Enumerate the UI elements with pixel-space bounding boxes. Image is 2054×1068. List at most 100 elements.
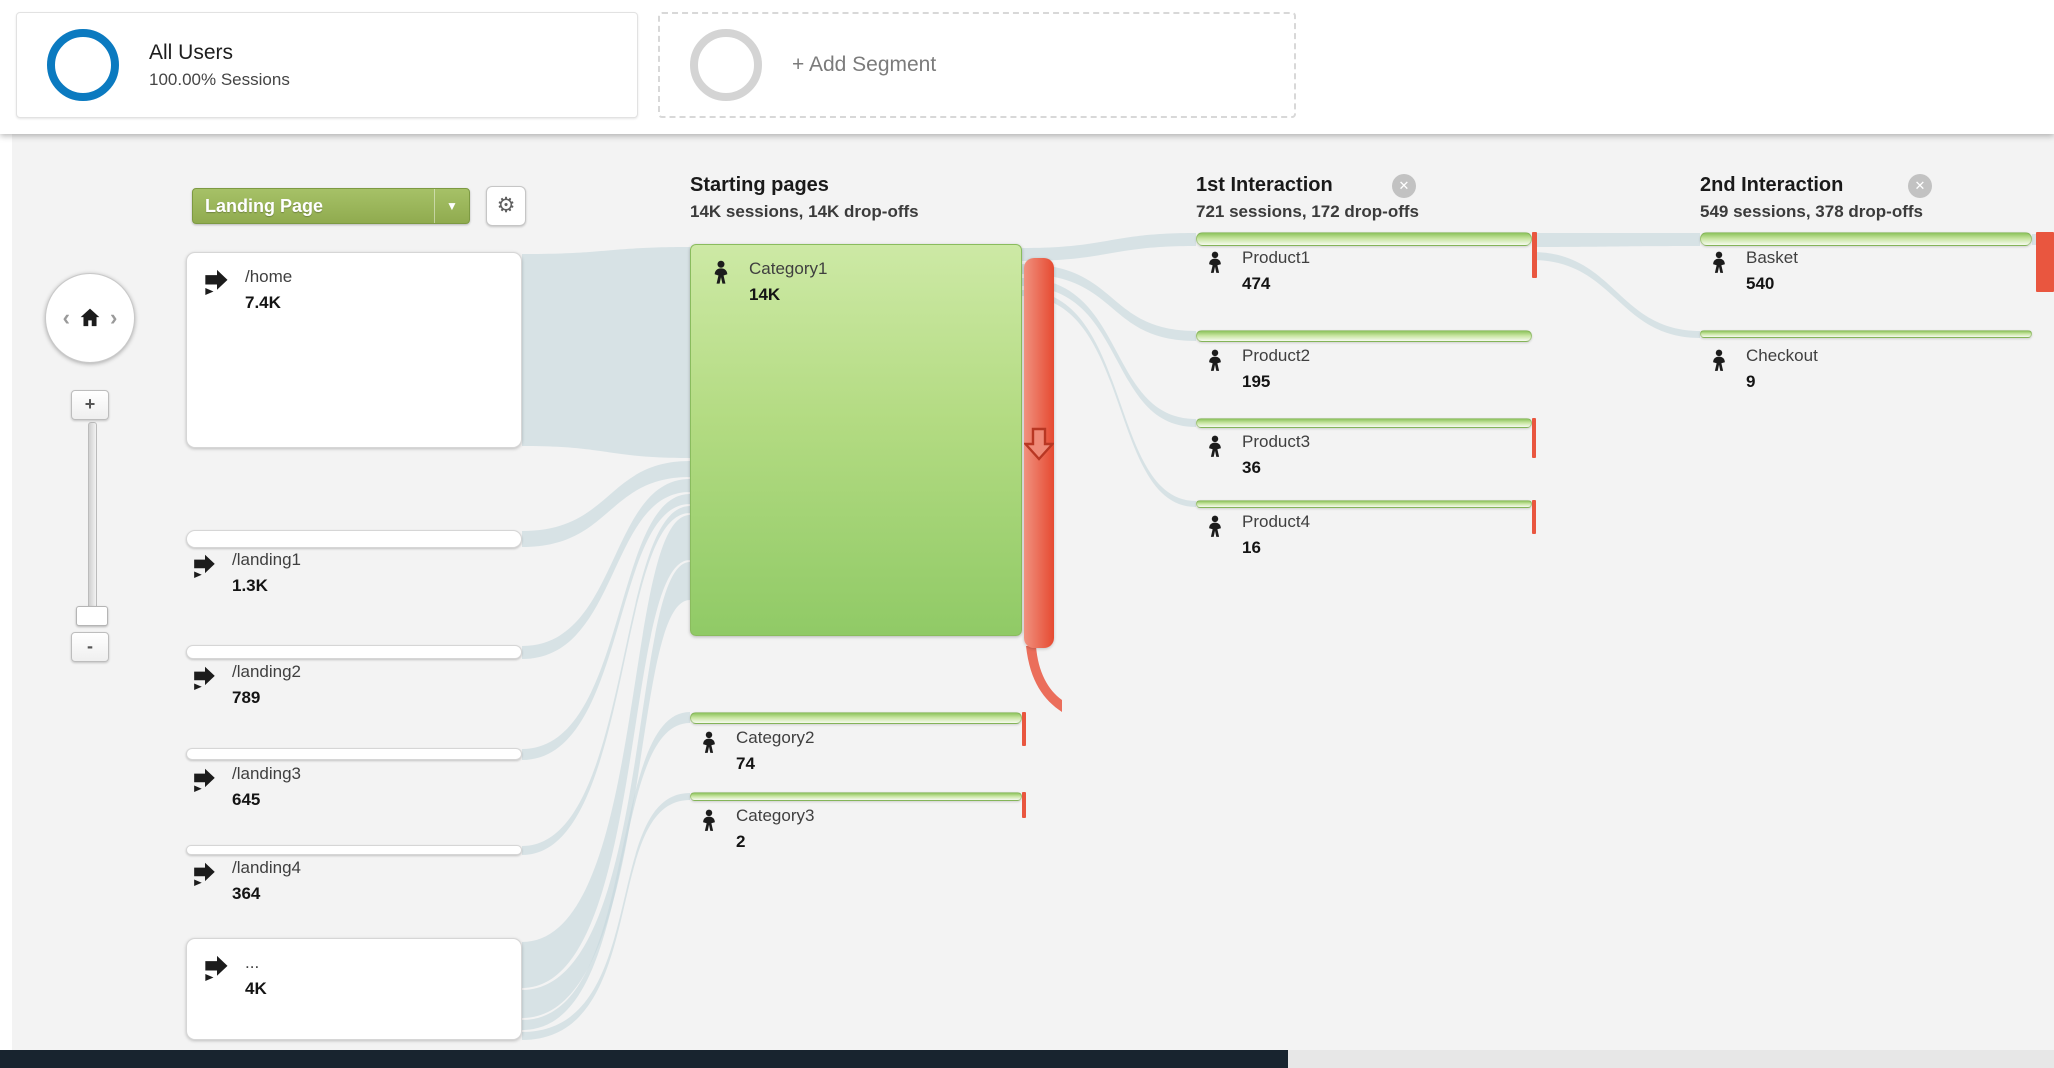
flow-home-control[interactable]: ‹ ›	[45, 273, 135, 363]
node-product1[interactable]: Product1 474	[1202, 248, 1310, 294]
node-home[interactable]: /home 7.4K	[186, 252, 522, 448]
node-value: 2	[736, 832, 746, 851]
column-title-starting-pages: Starting pages	[690, 174, 829, 196]
node-label: Product4	[1242, 512, 1311, 531]
zoom-slider-thumb[interactable]	[76, 606, 108, 626]
node-value: 474	[1242, 274, 1271, 293]
node-bar-product1[interactable]	[1196, 232, 1532, 246]
dropoff-tick	[1532, 232, 1537, 278]
node-label: /home	[245, 267, 293, 286]
node-bar-basket[interactable]	[1700, 232, 2032, 246]
node-other-landing[interactable]: ... 4K	[186, 938, 522, 1040]
node-label: /landing1	[232, 550, 302, 569]
chevron-down-icon: ▼	[434, 189, 469, 223]
add-segment-label: + Add Segment	[792, 53, 937, 76]
node-value: 36	[1242, 458, 1261, 477]
entrance-arrow-icon	[194, 554, 215, 578]
node-landing3[interactable]: /landing3 645	[192, 764, 301, 810]
node-bar-landing2[interactable]	[186, 645, 522, 659]
node-category2[interactable]: Category2 74	[696, 728, 814, 774]
node-bar-category2[interactable]	[690, 712, 1022, 724]
dropoff-tick	[1022, 712, 1026, 746]
node-label: Basket	[1746, 248, 1798, 267]
node-landing4[interactable]: /landing4 364	[192, 858, 301, 904]
home-icon[interactable]	[76, 304, 104, 332]
node-product3[interactable]: Product3 36	[1202, 432, 1310, 478]
node-bar-category3[interactable]	[690, 792, 1022, 801]
column-subtitle-first-interaction: 721 sessions, 172 drop-offs	[1196, 202, 1419, 221]
node-value: 16	[1242, 538, 1261, 557]
node-label: Product1	[1242, 248, 1311, 267]
node-label: Product3	[1242, 432, 1311, 451]
dropoff-tick	[1022, 792, 1026, 818]
entrance-arrow-icon	[194, 768, 215, 792]
users-icon	[703, 809, 715, 831]
node-label: /landing4	[232, 858, 302, 877]
users-icon	[703, 731, 715, 753]
node-bar-checkout[interactable]	[1700, 330, 2032, 338]
node-bar-landing3[interactable]	[186, 748, 522, 760]
add-segment-circle-icon	[690, 29, 762, 101]
entrance-arrow-icon	[205, 269, 228, 295]
node-product2[interactable]: Product2 195	[1202, 346, 1310, 392]
node-label: Checkout	[1746, 346, 1818, 365]
flow-settings-button[interactable]: ⚙	[486, 186, 526, 226]
column-title-second-interaction: 2nd Interaction	[1700, 174, 1844, 196]
dimension-dropdown[interactable]: Landing Page ▼	[192, 188, 470, 224]
segment-card-all-users[interactable]: All Users 100.00% Sessions	[16, 12, 638, 118]
dropoff-tick	[1532, 500, 1536, 534]
users-icon	[1209, 435, 1221, 457]
segment-bar: All Users 100.00% Sessions + Add Segment	[0, 0, 2054, 134]
users-icon	[1713, 349, 1725, 371]
left-gutter	[0, 134, 12, 1068]
node-checkout[interactable]: Checkout 9	[1706, 346, 1818, 392]
node-value: 645	[232, 790, 261, 809]
horizontal-scrollbar-thumb[interactable]	[0, 1050, 1288, 1068]
dropoff-block	[2036, 232, 2054, 292]
entrance-arrow-icon	[205, 955, 228, 981]
users-icon	[1209, 251, 1221, 273]
pan-left-icon[interactable]: ‹	[62, 305, 70, 330]
node-label: /landing2	[232, 662, 302, 681]
segment-subtitle: 100.00% Sessions	[149, 69, 290, 89]
node-value: 9	[1746, 372, 1756, 391]
segment-title: All Users	[149, 40, 234, 64]
node-product4[interactable]: Product4 16	[1202, 512, 1310, 558]
node-bar-product2[interactable]	[1196, 330, 1532, 342]
dimension-dropdown-label: Landing Page	[205, 195, 324, 216]
column-subtitle-starting-pages: 14K sessions, 14K drop-offs	[690, 202, 919, 221]
node-value: 14K	[749, 285, 781, 304]
node-label: /landing3	[232, 764, 302, 783]
node-value: 364	[232, 884, 261, 903]
node-label: Product2	[1242, 346, 1311, 365]
entrance-arrow-icon	[194, 666, 215, 690]
node-value: 540	[1746, 274, 1775, 293]
node-category3[interactable]: Category3 2	[696, 806, 814, 852]
close-column-second-icon[interactable]: ✕	[1908, 174, 1932, 198]
node-landing1[interactable]: /landing1 1.3K	[192, 550, 301, 596]
node-landing2[interactable]: /landing2 789	[192, 662, 301, 708]
column-subtitle-second-interaction: 549 sessions, 378 drop-offs	[1700, 202, 1923, 221]
users-icon	[1713, 251, 1725, 273]
zoom-in-button[interactable]: +	[71, 390, 109, 420]
close-column-first-icon[interactable]: ✕	[1392, 174, 1416, 198]
pan-right-icon[interactable]: ›	[110, 305, 118, 330]
add-segment-card[interactable]: + Add Segment	[658, 12, 1296, 118]
node-value: 4K	[245, 979, 267, 998]
node-bar-landing4[interactable]	[186, 845, 522, 855]
node-value: 7.4K	[245, 293, 281, 312]
node-value: 1.3K	[232, 576, 268, 595]
node-label: Category3	[736, 806, 815, 825]
node-bar-product4[interactable]	[1196, 500, 1532, 508]
zoom-out-button[interactable]: -	[71, 632, 109, 662]
node-bar-product3[interactable]	[1196, 418, 1532, 428]
zoom-slider-track[interactable]	[88, 422, 97, 612]
node-value: 195	[1242, 372, 1271, 391]
node-basket[interactable]: Basket 540	[1706, 248, 1798, 294]
node-bar-landing1[interactable]	[186, 530, 522, 548]
node-value: 789	[232, 688, 261, 707]
node-category1[interactable]: Category1 14K	[690, 244, 1022, 636]
flow-canvas: ‹ › + - Landing Page ▼ ⚙ Starting pages …	[0, 134, 2054, 1068]
column-title-first-interaction: 1st Interaction	[1196, 174, 1333, 196]
segment-circle-icon	[47, 29, 119, 101]
